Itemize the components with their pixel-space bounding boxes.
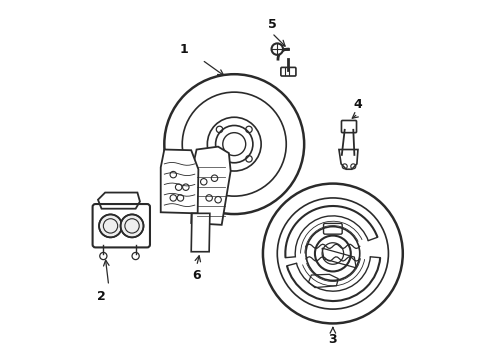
Circle shape: [99, 215, 122, 237]
Text: 2: 2: [97, 290, 106, 303]
Polygon shape: [191, 213, 210, 252]
Polygon shape: [161, 149, 198, 213]
Polygon shape: [191, 147, 231, 225]
Text: 5: 5: [268, 18, 276, 31]
Text: 4: 4: [354, 98, 362, 111]
Text: 1: 1: [180, 42, 189, 55]
Circle shape: [271, 43, 283, 55]
Circle shape: [121, 215, 144, 237]
FancyBboxPatch shape: [281, 67, 296, 76]
FancyBboxPatch shape: [342, 121, 357, 133]
Text: 6: 6: [192, 269, 201, 282]
Text: 3: 3: [329, 333, 337, 346]
FancyBboxPatch shape: [323, 224, 342, 234]
FancyBboxPatch shape: [93, 204, 150, 247]
